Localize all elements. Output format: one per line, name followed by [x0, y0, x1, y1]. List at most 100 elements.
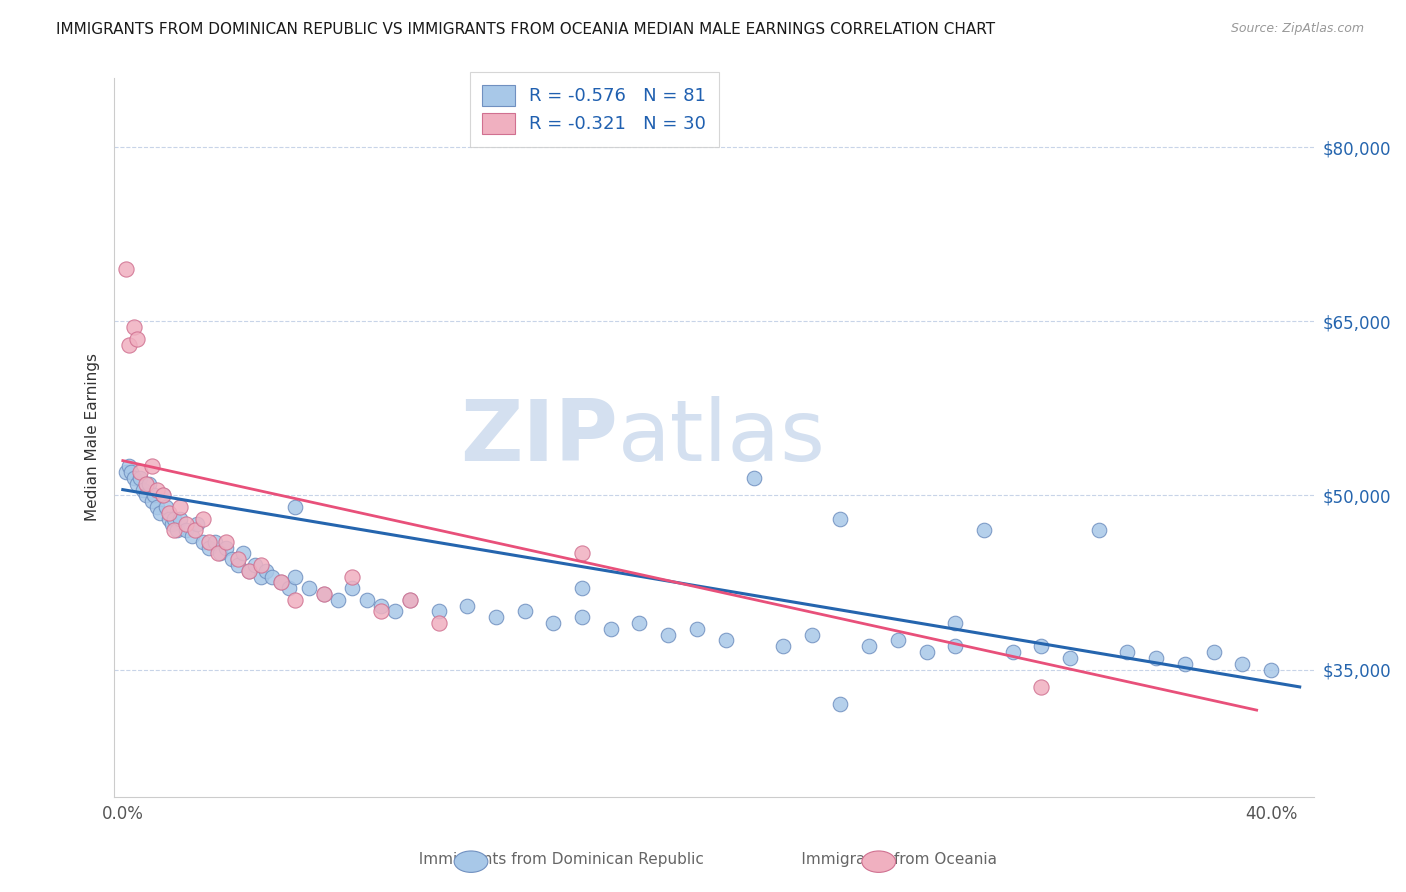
Point: [232, 546, 254, 560]
Point: [284, 569, 307, 583]
Point: [198, 541, 221, 555]
Point: [114, 465, 136, 479]
Point: [943, 616, 966, 631]
Point: [169, 511, 191, 525]
Point: [800, 628, 823, 642]
Point: [915, 645, 938, 659]
Point: [858, 640, 880, 654]
Point: [149, 506, 172, 520]
Point: [198, 534, 221, 549]
Point: [117, 337, 139, 351]
Point: [628, 616, 651, 631]
Point: [427, 616, 450, 631]
Point: [543, 616, 565, 631]
Point: [485, 610, 508, 624]
Point: [135, 476, 157, 491]
Point: [155, 500, 177, 514]
Point: [284, 593, 307, 607]
Point: [209, 546, 232, 560]
Point: [183, 523, 205, 537]
Point: [193, 534, 215, 549]
Point: [312, 587, 335, 601]
Point: [124, 471, 146, 485]
Point: [686, 622, 709, 636]
Point: [398, 593, 420, 607]
Point: [221, 552, 243, 566]
Point: [262, 569, 284, 583]
Legend: R = -0.576   N = 81, R = -0.321   N = 30: R = -0.576 N = 81, R = -0.321 N = 30: [470, 72, 718, 146]
Point: [146, 483, 169, 497]
Point: [342, 581, 364, 595]
Point: [174, 517, 197, 532]
Point: [284, 500, 307, 514]
Point: [249, 569, 271, 583]
Point: [226, 552, 249, 566]
Point: [456, 599, 478, 613]
Point: [1001, 645, 1024, 659]
Point: [943, 640, 966, 654]
Point: [193, 511, 215, 525]
Point: [571, 610, 593, 624]
Point: [714, 633, 737, 648]
Point: [270, 575, 292, 590]
Point: [270, 575, 292, 590]
Point: [243, 558, 266, 572]
Point: [298, 581, 321, 595]
Point: [830, 511, 852, 525]
Point: [1202, 645, 1225, 659]
Point: [186, 517, 208, 532]
Point: [120, 465, 142, 479]
Point: [152, 488, 174, 502]
Point: [772, 640, 794, 654]
Point: [742, 471, 765, 485]
Point: [599, 622, 621, 636]
Point: [141, 459, 163, 474]
Point: [513, 605, 536, 619]
Point: [163, 523, 186, 537]
Point: [356, 593, 378, 607]
Text: ZIP: ZIP: [460, 396, 619, 479]
Point: [215, 534, 238, 549]
Point: [138, 476, 160, 491]
Point: [132, 483, 155, 497]
Point: [370, 605, 392, 619]
Point: [830, 698, 852, 712]
Point: [571, 581, 593, 595]
Point: [384, 605, 406, 619]
Point: [238, 564, 260, 578]
Point: [1059, 651, 1081, 665]
Text: atlas: atlas: [619, 396, 827, 479]
Point: [129, 471, 152, 485]
Point: [163, 511, 186, 525]
Point: [1031, 680, 1053, 694]
Point: [887, 633, 910, 648]
Point: [204, 534, 226, 549]
Point: [326, 593, 349, 607]
Point: [254, 564, 277, 578]
Point: [157, 506, 180, 520]
Point: [1232, 657, 1254, 671]
Point: [571, 546, 593, 560]
Point: [226, 558, 249, 572]
Point: [141, 494, 163, 508]
Point: [166, 523, 188, 537]
Point: [127, 476, 149, 491]
Point: [973, 523, 995, 537]
Point: [1174, 657, 1197, 671]
Point: [146, 500, 169, 514]
Point: [152, 488, 174, 502]
Point: [1116, 645, 1139, 659]
Y-axis label: Median Male Earnings: Median Male Earnings: [86, 353, 100, 522]
Point: [249, 558, 271, 572]
Point: [180, 529, 202, 543]
Point: [135, 488, 157, 502]
Point: [278, 581, 301, 595]
Point: [1260, 663, 1282, 677]
Text: Immigrants from Dominican Republic                    Immigrants from Oceania: Immigrants from Dominican Republic Immig…: [409, 852, 997, 867]
Point: [160, 517, 183, 532]
Point: [117, 459, 139, 474]
Point: [427, 605, 450, 619]
Text: Source: ZipAtlas.com: Source: ZipAtlas.com: [1230, 22, 1364, 36]
Point: [1087, 523, 1109, 537]
Point: [143, 488, 166, 502]
